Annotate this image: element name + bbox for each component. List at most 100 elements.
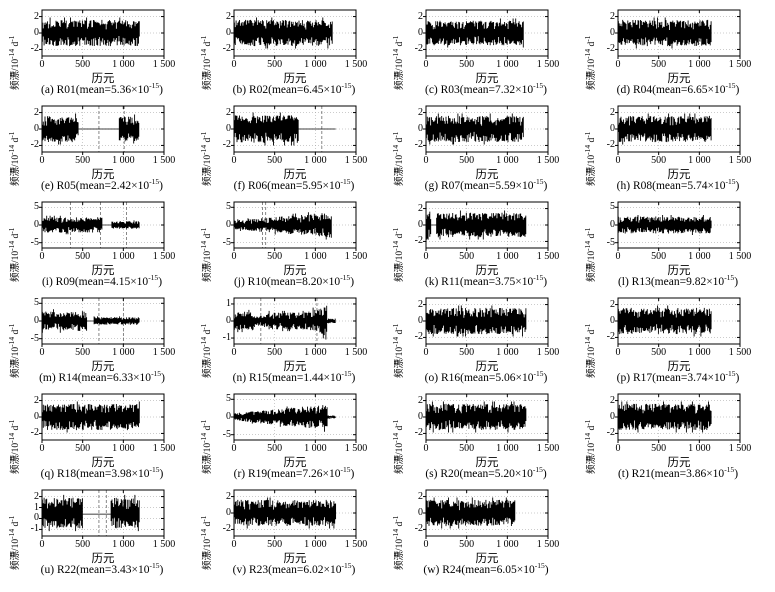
noise-plot: [231, 393, 357, 443]
y-tick-label: 0: [34, 27, 39, 38]
y-tick-label: 0: [226, 219, 231, 230]
subplot-caption: (b) R02(mean=6.45×10-15): [232, 81, 356, 96]
subplot-caption: (a) R01(mean=5.36×10-15): [41, 81, 163, 96]
y-tick-label: 2: [418, 202, 423, 214]
subplot-caption: (d) R04(mean=6.65×10-15): [616, 81, 740, 96]
noise-plot: [615, 201, 741, 251]
x-tick-label: 1 500: [152, 443, 176, 454]
y-tick-label: -1: [222, 332, 231, 344]
subplot-cell: 频漂/10-14 d-1 历元 (t) R21(mean=3.86×10-15)…: [582, 388, 774, 484]
x-tick-label: 0: [39, 443, 45, 454]
y-tick-label: 0: [226, 315, 231, 326]
noise-plot: [231, 297, 357, 347]
x-tick-label: 0: [423, 155, 429, 166]
y-tick-label: -2: [606, 427, 615, 439]
x-tick-label: 0: [615, 59, 621, 70]
x-tick-label: 0: [231, 539, 237, 550]
x-tick-label: 0: [615, 443, 621, 454]
x-tick-label: 0: [231, 251, 237, 262]
x-tick-label: 500: [267, 443, 283, 454]
subplot-cell: 频漂/10-14 d-1 历元 (d) R04(mean=6.65×10-15)…: [582, 4, 774, 100]
x-tick-label: 1 000: [304, 443, 327, 454]
subplot-cell: 频漂/10-14 d-1 历元 (h) R08(mean=5.74×10-15)…: [582, 100, 774, 196]
subplot-caption: (e) R05(mean=2.42×10-15): [41, 177, 163, 192]
noise-plot: [39, 105, 165, 155]
x-tick-label: 1 500: [536, 59, 560, 70]
x-tick-label: 1 000: [112, 539, 135, 550]
x-tick-label: 0: [231, 443, 237, 454]
x-tick-label: 1 000: [496, 539, 519, 550]
y-tick-label: -5: [222, 236, 231, 248]
noise-plot: [615, 393, 741, 443]
x-axis-label: 历元: [91, 361, 115, 373]
x-tick-label: 1 500: [728, 59, 752, 70]
x-tick-label: 500: [459, 347, 475, 358]
y-tick-label: 0: [610, 411, 615, 422]
x-tick-label: 1 500: [152, 155, 176, 166]
x-tick-label: 500: [651, 347, 667, 358]
x-tick-label: 1 500: [344, 251, 368, 262]
x-tick-label: 500: [459, 59, 475, 70]
subplot-cell: 频漂/10-14 d-1 历元 (o) R16(mean=5.06×10-15)…: [390, 292, 582, 388]
y-tick-label: 0: [226, 507, 231, 518]
y-axis-label: 频漂/10-14 d-1: [198, 227, 213, 282]
subplot-caption: (t) R21(mean=3.86×10-15): [617, 465, 739, 480]
subplot-caption: (k) R11(mean=3.75×10-15): [424, 273, 548, 288]
y-tick-label: 0: [418, 27, 423, 38]
subplot-caption: (r) R19(mean=7.26×10-15): [233, 465, 355, 480]
y-tick-label: 0: [34, 219, 39, 230]
x-axis-label: 历元: [283, 553, 307, 565]
x-tick-label: 1 000: [496, 251, 519, 262]
subplot-caption: (i) R09(mean=4.15×10-15): [41, 273, 163, 288]
y-tick-label: 2: [610, 298, 615, 310]
x-tick-label: 1 500: [152, 251, 176, 262]
noise-plot: [39, 489, 165, 539]
x-tick-label: 500: [267, 251, 283, 262]
subplot-cell: 频漂/10-14 d-1 历元 (l) R13(mean=9.82×10-15)…: [582, 196, 774, 292]
subplot-cell: 频漂/10-14 d-1 历元 (v) R23(mean=6.02×10-15)…: [198, 484, 390, 580]
subplot-cell: 频漂/10-14 d-1 历元 (b) R02(mean=6.45×10-15)…: [198, 4, 390, 100]
x-tick-label: 1 000: [688, 251, 711, 262]
x-tick-label: 0: [39, 347, 45, 358]
x-axis-label: 历元: [667, 457, 691, 469]
x-tick-label: 1 000: [304, 251, 327, 262]
x-tick-label: 500: [75, 347, 91, 358]
x-tick-label: 0: [423, 59, 429, 70]
y-tick-label: 2: [418, 10, 423, 22]
subplot-caption: (q) R18(mean=3.98×10-15): [40, 465, 164, 480]
x-tick-label: 1 000: [496, 155, 519, 166]
subplot-cell: 频漂/10-14 d-1 历元 (i) R09(mean=4.15×10-15)…: [6, 196, 198, 292]
y-tick-label: -2: [414, 139, 423, 151]
x-tick-label: 500: [75, 155, 91, 166]
y-tick-label: 5: [610, 201, 615, 213]
x-tick-label: 1 000: [112, 443, 135, 454]
x-tick-label: 1 500: [152, 539, 176, 550]
x-axis-label: 历元: [91, 553, 115, 565]
subplot-cell: 频漂/10-14 d-1 历元 (n) R15(mean=1.44×10-15)…: [198, 292, 390, 388]
x-tick-label: 1 000: [496, 347, 519, 358]
x-tick-label: 0: [39, 59, 45, 70]
noise-plot: [423, 297, 549, 347]
y-tick-label: 0: [34, 411, 39, 422]
x-axis-label: 历元: [667, 361, 691, 373]
y-tick-label: 0: [34, 123, 39, 134]
y-tick-label: 2: [610, 10, 615, 22]
subplot-caption: (u) R22(mean=3.43×10-15): [40, 561, 164, 576]
x-axis-label: 历元: [283, 265, 307, 277]
noise-plot: [39, 393, 165, 443]
x-tick-label: 0: [39, 155, 45, 166]
x-tick-label: 500: [459, 251, 475, 262]
noise-plot: [423, 489, 549, 539]
x-axis-label: 历元: [475, 265, 499, 277]
x-tick-label: 1 500: [344, 59, 368, 70]
figure-grid: 频漂/10-14 d-1 历元 (a) R01(mean=5.36×10-15)…: [6, 4, 774, 580]
x-tick-label: 1 000: [304, 59, 327, 70]
x-tick-label: 1 000: [112, 347, 135, 358]
x-tick-label: 500: [267, 155, 283, 166]
x-tick-label: 1 500: [344, 347, 368, 358]
y-tick-label: 0: [226, 27, 231, 38]
x-tick-label: 0: [39, 251, 45, 262]
y-tick-label: 2: [610, 394, 615, 406]
y-tick-label: 0: [610, 219, 615, 230]
y-tick-label: 0: [226, 411, 231, 422]
